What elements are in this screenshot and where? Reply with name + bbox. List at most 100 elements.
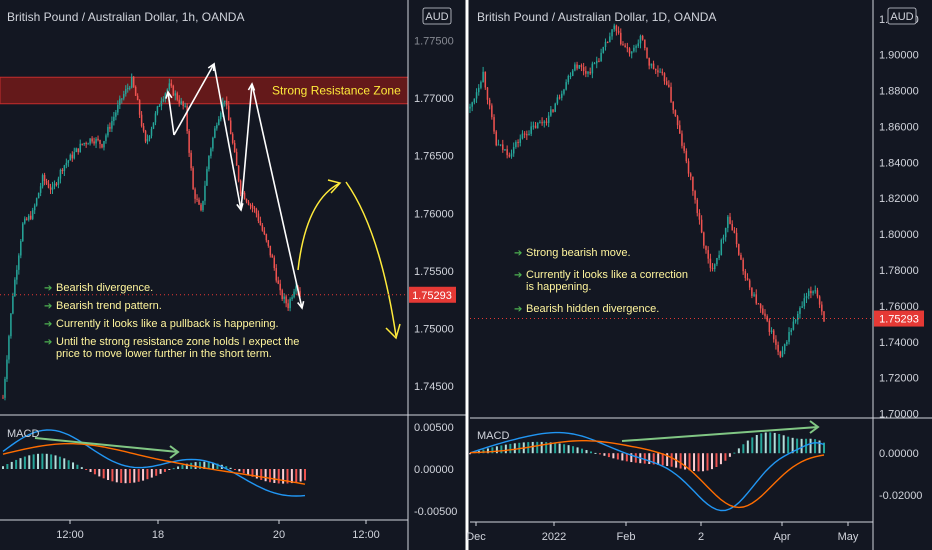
l-macd-hist-bar [290, 469, 293, 484]
l-candle-body [43, 175, 46, 182]
r-candle-body [757, 303, 760, 305]
l-macd-hist-bar [111, 469, 114, 482]
left-currency-badge[interactable]: AUD [422, 7, 452, 25]
l-note-text: Bearish divergence. [56, 282, 153, 294]
r-macd-hist-bar [513, 443, 516, 454]
l-macd-hist-bar [155, 469, 158, 476]
r-macd-hist-bar [760, 433, 763, 454]
r-candle-body [779, 351, 782, 357]
l-macd-hist-bar [45, 453, 48, 469]
r-note-text: Currently it looks like a correction [526, 269, 688, 281]
r-y-tick: 1.86000 [879, 121, 919, 133]
left-price-axis[interactable]: 1.77000 1.76500 1.76000 1.75500 1.75000 1.745… [414, 35, 454, 393]
r-candle-body [781, 350, 784, 357]
r-x-tick: May [838, 531, 859, 543]
right-time-axis[interactable]: Dec 2022 Feb 2 Apr May [466, 522, 859, 543]
right-candles [469, 23, 825, 358]
r-candle-body [512, 147, 515, 154]
r-macd-hist-bar [625, 453, 628, 462]
l-macd-hist-bar [277, 469, 280, 484]
r-y-tick: 1.74000 [879, 337, 919, 349]
l-candle-body [196, 198, 198, 200]
l-candle-body [204, 185, 206, 201]
r-candle-body [582, 67, 585, 72]
r-candle-body [558, 97, 561, 99]
r-candle-body [515, 141, 517, 148]
r-candle-body [482, 71, 484, 83]
l-macd-hist-bar [185, 463, 188, 469]
l-candle-body [184, 105, 186, 107]
l-note-text: price to move lower further in the short… [56, 348, 272, 360]
r-candle-body [550, 109, 552, 116]
l-macd-hist-bar [63, 458, 66, 469]
l-x-tick: 12:00 [352, 529, 380, 541]
r-candle-body [508, 155, 511, 157]
l-candle-body [247, 201, 250, 205]
l-candle-body [6, 359, 8, 379]
left-macd-pane[interactable] [2, 429, 306, 497]
r-candle-body [724, 227, 727, 238]
r-candle-body [644, 39, 646, 49]
r-candle-body [718, 255, 720, 258]
r-candle-body [578, 65, 581, 69]
l-y-tick-top: 1.77500 [414, 35, 454, 47]
r-candle-body [502, 144, 504, 150]
right-currency-badge[interactable]: AUD [887, 7, 917, 25]
l-macd-hist-bar [98, 469, 101, 477]
l-macd-hist-bar [41, 453, 44, 469]
r-candle-body [615, 25, 618, 31]
left-chart-pane[interactable]: Strong Resistance Zone ➔ Bearish divergen… [0, 0, 466, 550]
r-candle-body [480, 82, 482, 88]
left-time-axis[interactable]: 12:00 18 20 12:00 [56, 520, 380, 541]
l-macd-hist-bar [198, 461, 201, 469]
right-chart-pane[interactable]: ➔ Strong bearish move. ➔ Currently it looks… [466, 0, 932, 550]
l-candle-body [146, 138, 149, 142]
r-candle-body [716, 257, 718, 265]
r-macd-hist-bar [509, 443, 512, 454]
l-candle-body [287, 303, 289, 309]
l-macd-hist-bar [107, 469, 110, 480]
l-candle-body [273, 257, 276, 269]
l-candle-body [229, 120, 232, 135]
l-note-arrow-icon: ➔ [44, 283, 52, 294]
l-macd-hist-bar [194, 462, 197, 469]
r-macd-hist-bar [670, 453, 673, 467]
right-currency-badge-text: AUD [890, 11, 913, 23]
l-macd-hist-bar [251, 469, 254, 477]
r-macd-hist-bar [585, 450, 588, 454]
l-y-tick: 1.75500 [414, 266, 454, 278]
l-candle-body [263, 230, 266, 235]
l-candle-body [111, 121, 113, 129]
r-candle-body [628, 48, 631, 54]
l-macd-hist-bar [37, 453, 40, 469]
left-last-price-text: 1.75293 [412, 290, 452, 302]
r-note-text: is happening. [526, 281, 591, 293]
l-candle-body [125, 89, 127, 95]
l-candle-body [121, 98, 123, 100]
l-candle-body [16, 269, 18, 280]
r-candle-body [633, 47, 635, 52]
l-candle-body [249, 204, 252, 206]
r-candle-body [598, 60, 600, 62]
l-y-tick: 1.76000 [414, 208, 454, 220]
r-candle-body [543, 121, 546, 123]
r-candle-body [685, 150, 688, 162]
l-candle-body [269, 245, 272, 256]
l-x-tick: 12:00 [56, 529, 84, 541]
l-candle-body [29, 215, 32, 219]
r-macd-hist-bar [751, 437, 754, 454]
l-candle-body [208, 155, 210, 170]
l-candle-body [299, 290, 301, 298]
r-candle-body [735, 232, 738, 245]
l-candle-body [65, 162, 68, 166]
l-candle-body [101, 144, 103, 148]
r-candle-body [672, 101, 674, 111]
l-y-tick: 1.74500 [414, 381, 454, 393]
r-candle-body [705, 245, 707, 251]
r-candle-body [703, 232, 705, 246]
r-macd-y-tick: 0.00000 [879, 448, 919, 460]
right-macd-pane[interactable] [469, 420, 825, 512]
l-candle-body [128, 87, 131, 89]
l-candle-body [97, 138, 99, 141]
l-candle-body [103, 141, 105, 148]
